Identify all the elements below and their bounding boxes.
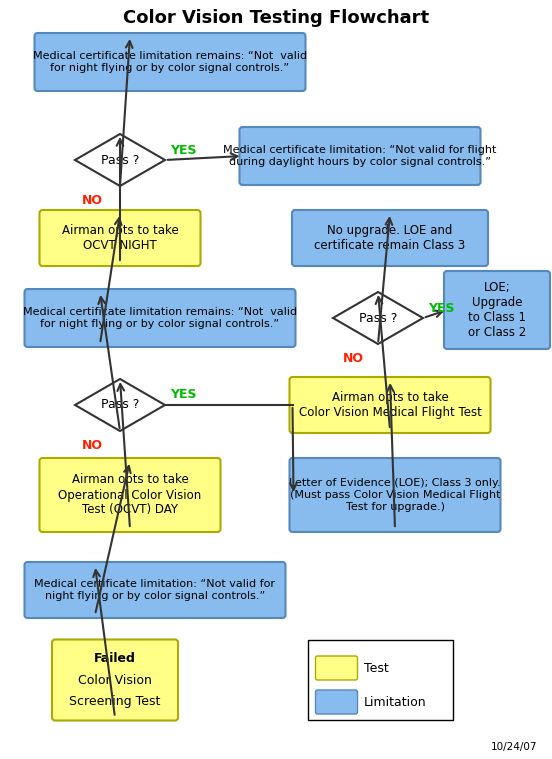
FancyBboxPatch shape [34, 33, 305, 91]
Text: Color Vision: Color Vision [78, 673, 152, 686]
Text: Medical certificate limitation remains: “Not  valid
for night flying or by color: Medical certificate limitation remains: … [23, 307, 297, 329]
FancyBboxPatch shape [316, 656, 358, 680]
Text: Failed: Failed [94, 653, 136, 666]
FancyBboxPatch shape [289, 377, 491, 433]
Text: NO: NO [82, 194, 103, 207]
Polygon shape [75, 379, 165, 431]
Text: Airman opts to take
Color Vision Medical Flight Test: Airman opts to take Color Vision Medical… [299, 391, 481, 419]
FancyBboxPatch shape [40, 210, 200, 266]
FancyBboxPatch shape [292, 210, 488, 266]
FancyBboxPatch shape [316, 690, 358, 714]
FancyBboxPatch shape [40, 458, 220, 532]
FancyBboxPatch shape [52, 640, 178, 720]
FancyBboxPatch shape [24, 289, 295, 347]
Text: NO: NO [342, 352, 364, 365]
Text: YES: YES [428, 301, 454, 314]
Text: Pass ?: Pass ? [101, 153, 139, 166]
Polygon shape [75, 134, 165, 186]
Text: YES: YES [170, 389, 197, 402]
Bar [307, 640, 453, 720]
Text: YES: YES [170, 143, 197, 156]
Text: 10/24/07: 10/24/07 [491, 742, 537, 752]
Text: Medical certificate limitation: “Not valid for flight
during daylight hours by c: Medical certificate limitation: “Not val… [224, 145, 497, 167]
Text: Pass ?: Pass ? [359, 311, 397, 325]
Polygon shape [333, 292, 423, 344]
Text: LOE;
Upgrade
to Class 1
or Class 2: LOE; Upgrade to Class 1 or Class 2 [468, 281, 526, 339]
Text: Letter of Evidence (LOE); Class 3 only.
(Must pass Color Vision Medical Flight
T: Letter of Evidence (LOE); Class 3 only. … [289, 478, 501, 512]
Text: Medical certificate limitation remains: “Not  valid
for night flying or by color: Medical certificate limitation remains: … [33, 51, 307, 73]
Text: Color Vision Testing Flowchart: Color Vision Testing Flowchart [123, 9, 429, 27]
Text: Test: Test [364, 662, 388, 675]
Text: Screening Test: Screening Test [70, 694, 161, 707]
Text: Medical certificate limitation: “Not valid for
night flying or by color signal c: Medical certificate limitation: “Not val… [34, 579, 275, 601]
FancyBboxPatch shape [289, 458, 501, 532]
Text: Pass ?: Pass ? [101, 398, 139, 411]
Text: Airman opts to take
Operational Color Vision
Test (OCVT) DAY: Airman opts to take Operational Color Vi… [59, 474, 201, 517]
FancyBboxPatch shape [240, 127, 480, 185]
Text: NO: NO [82, 439, 103, 452]
FancyBboxPatch shape [24, 562, 285, 618]
FancyBboxPatch shape [444, 271, 550, 349]
Text: Limitation: Limitation [364, 695, 426, 708]
Text: No upgrade. LOE and
certificate remain Class 3: No upgrade. LOE and certificate remain C… [315, 224, 466, 252]
Text: Airman opts to take
OCVT NIGHT: Airman opts to take OCVT NIGHT [62, 224, 178, 252]
